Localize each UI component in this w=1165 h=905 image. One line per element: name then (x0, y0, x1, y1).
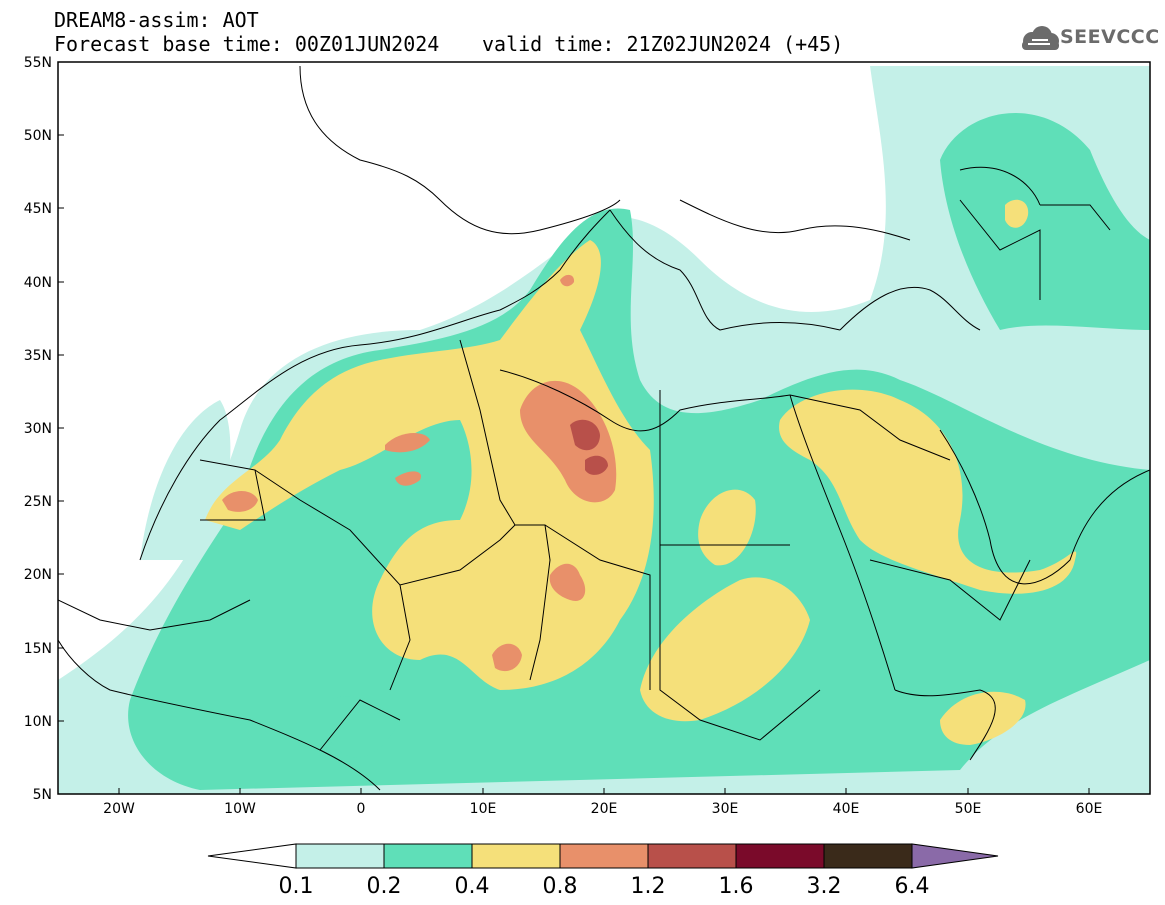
colorbar-swatch (735, 843, 825, 869)
colorbar-label: 6.4 (895, 874, 930, 899)
lat-label: 55N (24, 55, 52, 71)
colorbar-label: 1.2 (631, 874, 666, 899)
lat-label: 10N (24, 714, 52, 730)
logo-text: SEEVCCC (1060, 26, 1160, 48)
colorbar-labels: 0.1 0.2 0.4 0.8 1.2 1.6 3.2 6.4 (279, 874, 930, 899)
lat-label: 25N (24, 494, 52, 510)
colorbar-label: 0.8 (543, 874, 578, 899)
colorbar-label: 0.1 (279, 874, 314, 899)
colorbar (207, 843, 999, 869)
colorbar-swatch (295, 843, 385, 869)
colorbar-over-triangle (911, 843, 999, 869)
lon-label: 40E (833, 801, 860, 817)
lat-label: 20N (24, 567, 52, 583)
lat-label: 35N (24, 348, 52, 364)
lat-label: 30N (24, 421, 52, 437)
colorbar-swatch (823, 843, 913, 869)
lon-label: 20W (103, 801, 135, 817)
colorbar-label: 0.4 (455, 874, 490, 899)
lon-label: 20E (591, 801, 618, 817)
cloud-icon (1022, 26, 1059, 50)
country-borders (58, 199, 1111, 751)
map-title: DREAM8-assim: AOT (54, 8, 259, 32)
valid-time: valid time: 21Z02JUN2024 (+45) (482, 32, 844, 56)
lon-label: 10W (224, 801, 256, 817)
latitude-labels: 5N 10N 15N 20N 25N 30N 35N 40N 45N 50N 5… (24, 55, 52, 803)
colorbar-label: 3.2 (807, 874, 842, 899)
aot-contours (58, 62, 1150, 794)
lat-label: 15N (24, 641, 52, 657)
colorbar-swatch (471, 843, 561, 869)
coastlines (58, 65, 1150, 791)
lat-label: 40N (24, 275, 52, 291)
longitude-labels: 20W 10W 0 10E 20E 30E 40E 50E 60E (103, 801, 1102, 817)
lon-label: 50E (955, 801, 982, 817)
colorbar-label: 0.2 (367, 874, 402, 899)
colorbar-swatch (383, 843, 473, 869)
lat-label: 5N (33, 787, 52, 803)
lon-label: 10E (470, 801, 497, 817)
lon-label: 0 (357, 801, 366, 817)
lat-label: 45N (24, 201, 52, 217)
lat-label: 50N (24, 128, 52, 144)
colorbar-under-triangle (207, 843, 297, 869)
lon-label: 60E (1076, 801, 1103, 817)
lon-label: 30E (712, 801, 739, 817)
colorbar-label: 1.6 (719, 874, 754, 899)
axis-ticks (58, 61, 1090, 795)
forecast-base-time: Forecast base time: 00Z01JUN2024 (54, 32, 440, 56)
colorbar-swatch (647, 843, 737, 869)
colorbar-swatch (559, 843, 649, 869)
